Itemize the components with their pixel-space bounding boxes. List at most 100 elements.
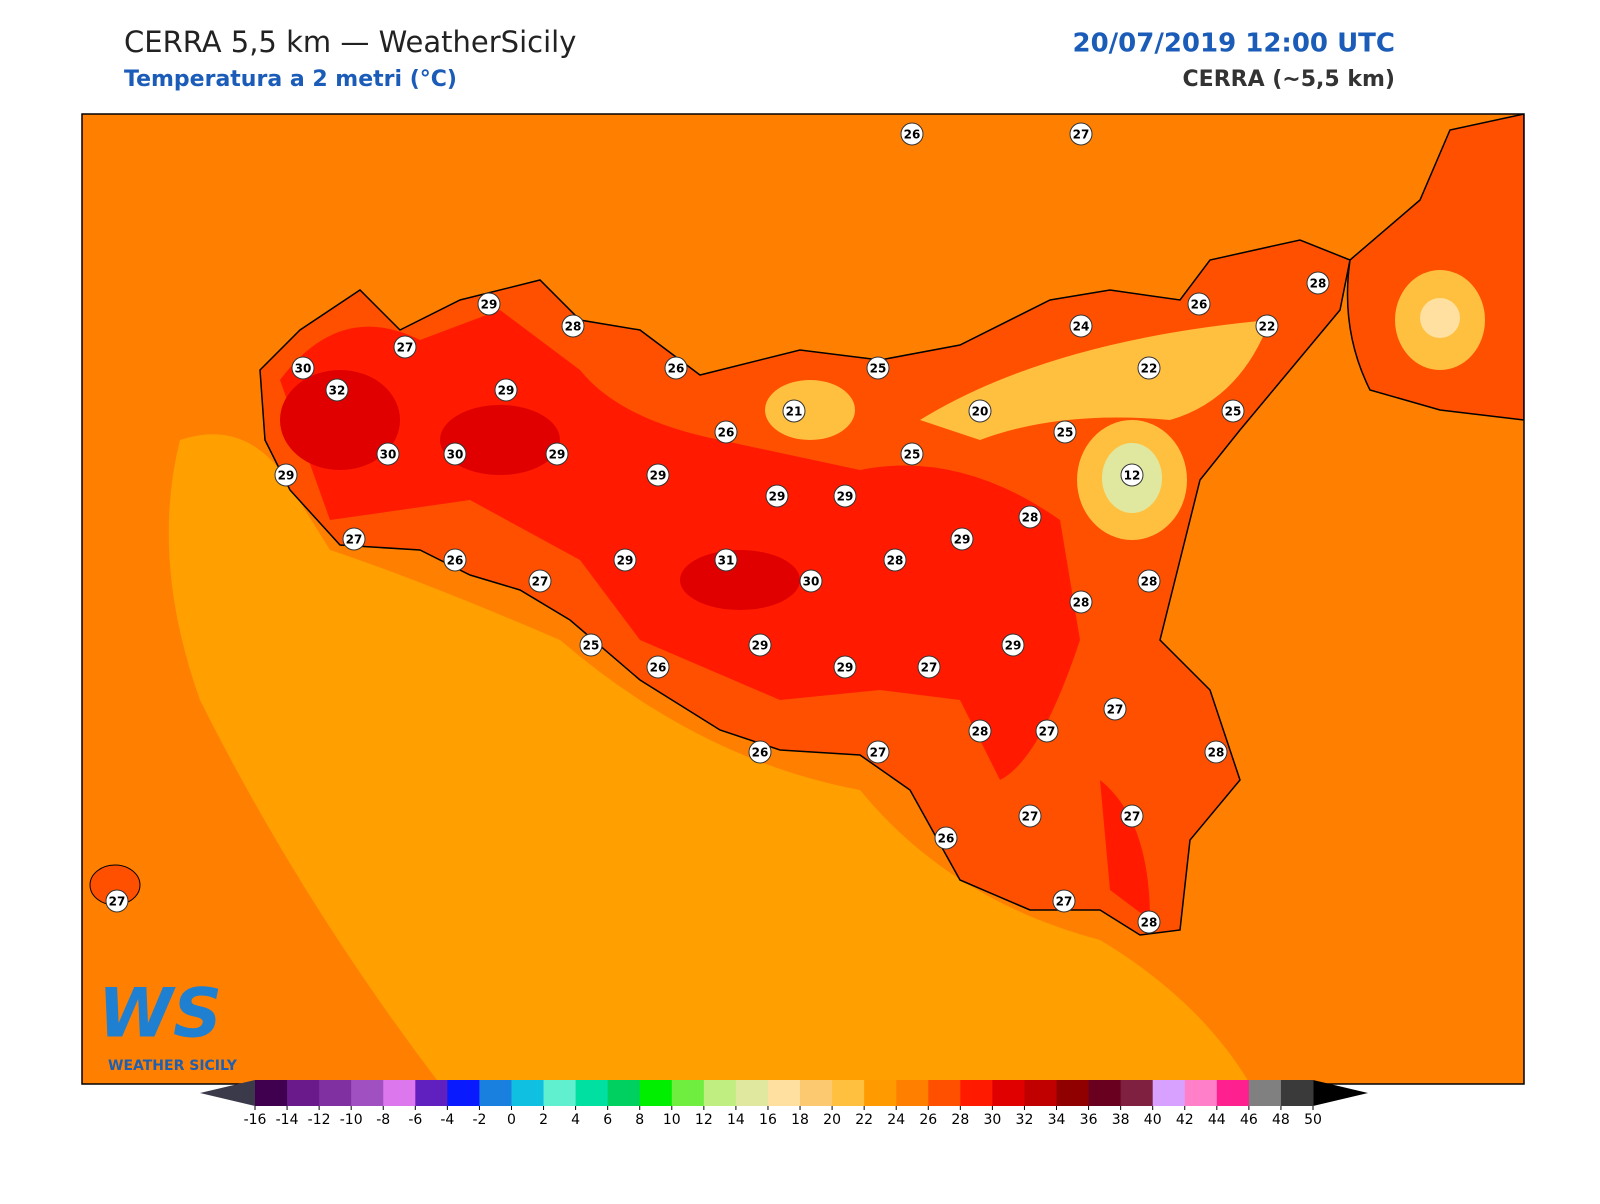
station-value: 32 bbox=[329, 384, 346, 398]
station-marker bbox=[1052, 889, 1076, 913]
station-marker bbox=[1306, 271, 1330, 295]
station-value: 28 bbox=[565, 320, 582, 334]
station-marker bbox=[1069, 122, 1093, 146]
station-value: 27 bbox=[921, 661, 938, 675]
colorbar-tick-label: 24 bbox=[887, 1112, 905, 1128]
colorbar-tick-label: 18 bbox=[791, 1112, 809, 1128]
colorbar-segment bbox=[607, 1080, 641, 1106]
station-value: 30 bbox=[803, 575, 820, 589]
station-value: 27 bbox=[1073, 128, 1090, 142]
hot-core bbox=[440, 405, 560, 475]
station-marker bbox=[950, 527, 974, 551]
colorbar-tick-label: 4 bbox=[571, 1112, 580, 1128]
colorbar-segment bbox=[1056, 1080, 1090, 1106]
station-value: 29 bbox=[837, 661, 854, 675]
station-marker bbox=[833, 484, 857, 508]
colorbar-segment bbox=[319, 1080, 352, 1106]
colorbar-tick-label: 40 bbox=[1144, 1112, 1162, 1128]
subtitle: Temperatura a 2 metri (°C) bbox=[124, 67, 457, 92]
colorbar-tick-label: -4 bbox=[440, 1112, 454, 1128]
colorbar-tick-label: 16 bbox=[759, 1112, 777, 1128]
station-value: 29 bbox=[549, 448, 566, 462]
station-marker bbox=[748, 740, 772, 764]
station-value: 25 bbox=[583, 639, 600, 653]
station-marker bbox=[1001, 633, 1025, 657]
colorbar-tick-label: 10 bbox=[663, 1112, 681, 1128]
station-value: 28 bbox=[1073, 596, 1090, 610]
station-marker bbox=[1255, 314, 1279, 338]
logo-mark: WS bbox=[98, 975, 222, 1054]
colorbar-tick-label: 34 bbox=[1048, 1112, 1066, 1128]
station-marker bbox=[1120, 463, 1144, 487]
station-marker bbox=[1221, 399, 1245, 423]
station-value: 28 bbox=[887, 554, 904, 568]
colorbar-segment bbox=[351, 1080, 384, 1106]
logo-name: WEATHER SICILY bbox=[108, 1058, 238, 1074]
station-value: 31 bbox=[718, 554, 735, 568]
colorbar-tick-label: 42 bbox=[1176, 1112, 1194, 1128]
station-marker bbox=[477, 292, 501, 316]
station-value: 25 bbox=[1225, 405, 1242, 419]
station-marker bbox=[1103, 697, 1127, 721]
station-value: 29 bbox=[837, 490, 854, 504]
station-value: 28 bbox=[1208, 746, 1225, 760]
colorbar-tick-label: 26 bbox=[919, 1112, 937, 1128]
station-value: 30 bbox=[295, 362, 312, 376]
colorbar-segment bbox=[1152, 1080, 1186, 1106]
station-marker bbox=[1137, 356, 1161, 380]
station-value: 29 bbox=[278, 469, 295, 483]
colorbar-tick-label: -14 bbox=[276, 1112, 299, 1128]
colorbar-tick-label: 14 bbox=[727, 1112, 745, 1128]
station-value: 27 bbox=[1107, 703, 1124, 717]
station-value: 25 bbox=[870, 362, 887, 376]
stations: 26 27 29 28 27 30 32 29 26 25 24 26 28 22 22 21 20 25 26 25… bbox=[105, 122, 1330, 934]
station-marker bbox=[714, 420, 738, 444]
colorbar-segment bbox=[1184, 1080, 1218, 1106]
station-marker bbox=[1137, 910, 1161, 934]
station-value: 30 bbox=[380, 448, 397, 462]
station-marker bbox=[342, 527, 366, 551]
logo: WS WEATHER SICILY bbox=[98, 975, 238, 1074]
colorbar-segment bbox=[960, 1080, 993, 1106]
station-value: 27 bbox=[397, 341, 414, 355]
colorbar-tick-label: -10 bbox=[340, 1112, 363, 1128]
station-marker bbox=[1120, 804, 1144, 828]
colorbar-tick-label: 48 bbox=[1272, 1112, 1290, 1128]
station-marker bbox=[934, 826, 958, 850]
station-marker bbox=[646, 463, 670, 487]
station-marker bbox=[714, 548, 738, 572]
station-value: 27 bbox=[1056, 895, 1073, 909]
station-value: 29 bbox=[1005, 639, 1022, 653]
station-marker bbox=[900, 122, 924, 146]
station-marker bbox=[646, 655, 670, 679]
station-marker bbox=[799, 569, 823, 593]
station-marker bbox=[376, 442, 400, 466]
colorbar-tick-label: 20 bbox=[823, 1112, 841, 1128]
colorbar-tick-label: -2 bbox=[472, 1112, 486, 1128]
colorbar-segment bbox=[800, 1080, 833, 1106]
colorbar-segment bbox=[1280, 1080, 1314, 1106]
station-marker bbox=[579, 633, 603, 657]
station-value: 26 bbox=[938, 832, 955, 846]
colorbar-segment bbox=[575, 1080, 609, 1106]
station-marker bbox=[105, 889, 129, 913]
colorbar-segment bbox=[255, 1080, 288, 1106]
station-marker bbox=[291, 356, 315, 380]
station-marker bbox=[1018, 804, 1042, 828]
colorbar-segment bbox=[447, 1080, 480, 1106]
station-marker bbox=[1187, 292, 1211, 316]
station-value: 26 bbox=[718, 426, 735, 440]
station-marker bbox=[613, 548, 637, 572]
station-marker bbox=[545, 442, 569, 466]
station-marker bbox=[833, 655, 857, 679]
station-value: 30 bbox=[447, 448, 464, 462]
station-value: 27 bbox=[1124, 810, 1141, 824]
colorbar-tick-label: 12 bbox=[695, 1112, 713, 1128]
colorbar-tick-label: 46 bbox=[1240, 1112, 1258, 1128]
station-marker bbox=[968, 399, 992, 423]
colorbar-tick-label: 32 bbox=[1016, 1112, 1034, 1128]
station-marker bbox=[664, 356, 688, 380]
station-value: 29 bbox=[481, 298, 498, 312]
colorbar-segment bbox=[1024, 1080, 1058, 1106]
